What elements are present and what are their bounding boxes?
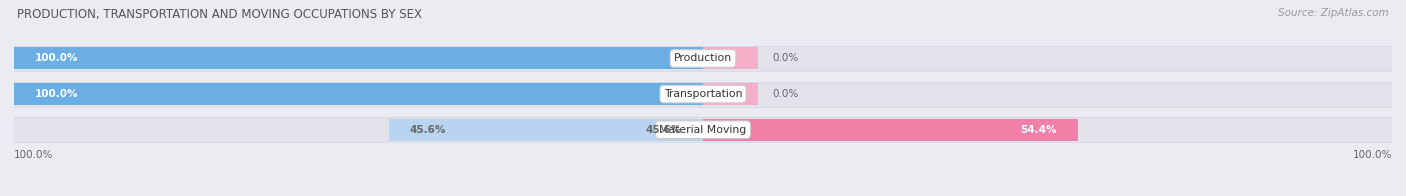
Text: 100.0%: 100.0% — [35, 89, 79, 99]
Bar — [14, 117, 1392, 142]
Text: 54.4%: 54.4% — [1021, 125, 1057, 135]
Bar — [703, 47, 758, 70]
Text: 100.0%: 100.0% — [35, 54, 79, 64]
Text: 0.0%: 0.0% — [772, 54, 799, 64]
Bar — [14, 46, 1392, 71]
Bar — [14, 82, 1392, 107]
Text: 100.0%: 100.0% — [14, 150, 53, 160]
Text: Production: Production — [673, 54, 733, 64]
Text: Source: ZipAtlas.com: Source: ZipAtlas.com — [1278, 8, 1389, 18]
Bar — [703, 119, 1078, 141]
Text: 45.6%: 45.6% — [409, 125, 446, 135]
Bar — [14, 47, 703, 70]
Text: 45.6%: 45.6% — [645, 125, 682, 135]
Text: Transportation: Transportation — [664, 89, 742, 99]
Text: Material Moving: Material Moving — [659, 125, 747, 135]
Bar — [14, 83, 703, 105]
Text: PRODUCTION, TRANSPORTATION AND MOVING OCCUPATIONS BY SEX: PRODUCTION, TRANSPORTATION AND MOVING OC… — [17, 8, 422, 21]
Bar — [389, 119, 703, 141]
Text: 0.0%: 0.0% — [772, 89, 799, 99]
Text: 100.0%: 100.0% — [1353, 150, 1392, 160]
Bar — [703, 83, 758, 105]
